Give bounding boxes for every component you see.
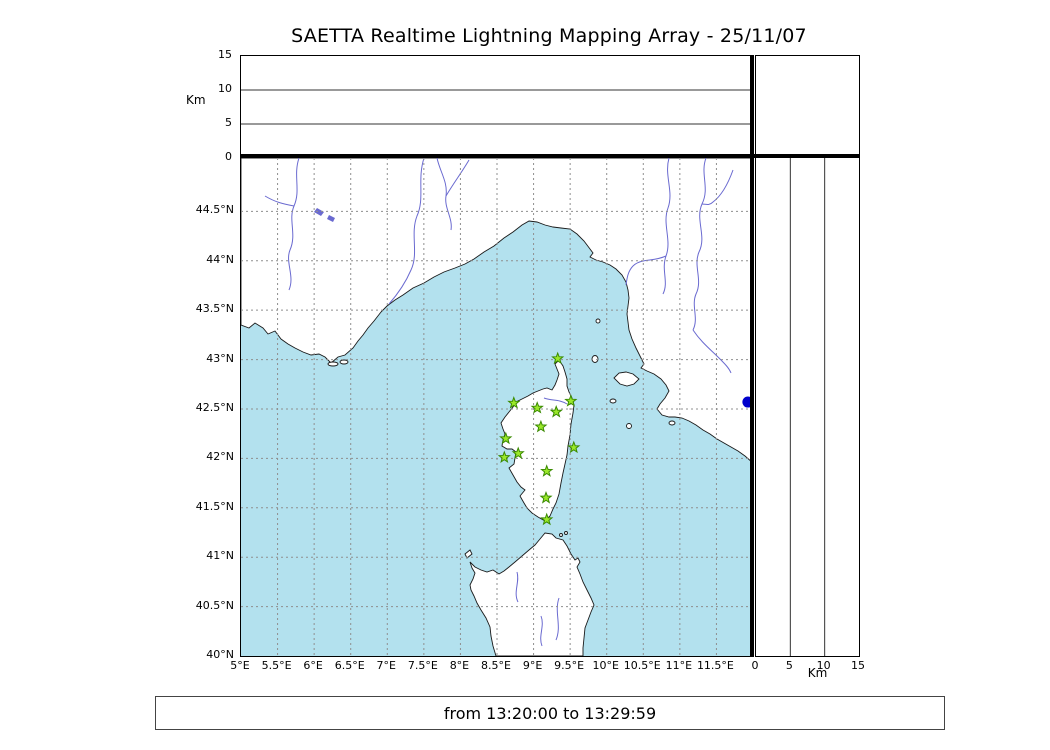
river-tiber-branch <box>701 169 734 205</box>
longitude-tick-label: 9°E <box>522 659 543 672</box>
altitude-gridlines <box>241 89 753 125</box>
pianosa-island <box>609 398 617 404</box>
altitude-tick-label: 0 <box>225 150 232 163</box>
river-tiber <box>692 158 707 331</box>
km-tick-label: 5 <box>785 659 793 672</box>
longitude-tick-label: 6°E <box>303 659 323 672</box>
longitude-tick-label: 9.5°E <box>554 659 585 672</box>
station-star-marker <box>549 404 563 418</box>
station-star-marker <box>507 396 521 409</box>
km-tick-label: 10 <box>816 659 831 672</box>
river-arno <box>625 255 667 286</box>
maddalena-island-1 <box>559 533 563 537</box>
corsica-island <box>500 359 575 522</box>
station-star-marker <box>497 450 511 463</box>
altitude-latitude-plot <box>789 158 826 656</box>
river-var <box>388 158 425 305</box>
altitude-histogram-panel <box>755 55 860 159</box>
river-serchio <box>662 158 671 295</box>
altitude-right-gridlines <box>789 158 826 656</box>
station-star-marker <box>540 464 554 477</box>
station-star-marker <box>564 394 578 407</box>
station-star-marker <box>511 446 525 460</box>
elba-island <box>613 371 640 387</box>
station-star-marker <box>539 490 553 504</box>
alpine-lake-1 <box>314 208 324 216</box>
altitude-tick-label: 15 <box>218 48 232 61</box>
latitude-tick-label: 43.5°N <box>195 302 234 316</box>
longitude-tick-label: 6.5°E <box>334 659 365 672</box>
altitude-tick-label: 5 <box>225 116 232 129</box>
longitude-tick-label: 10.5°E <box>623 659 661 672</box>
page-title: SAETTA Realtime Lightning Mapping Array … <box>291 25 807 47</box>
station-star-marker <box>567 440 581 454</box>
frame-divider-horizontal <box>240 154 859 158</box>
longitude-tick-label: 11.5°E <box>696 659 734 672</box>
altitude-tick-label: 10 <box>218 82 232 95</box>
latitude-tick-label: 40°N <box>206 648 234 661</box>
longitude-tick-label: 10°E <box>592 659 619 672</box>
river-durance <box>288 158 300 291</box>
station-star-marker <box>499 431 513 445</box>
river-durance-branch <box>264 195 295 207</box>
frame-divider-vertical <box>750 55 754 656</box>
river-tiber-lower <box>692 329 732 374</box>
river-tirso <box>540 615 543 647</box>
altitude-longitude-plot <box>241 89 753 125</box>
latitude-tick-label: 43°N <box>206 351 234 365</box>
hyeres-island-1 <box>327 361 339 367</box>
station-star-marker <box>551 351 565 365</box>
capraia-island <box>591 355 599 363</box>
latitude-tick-label: 41°N <box>206 549 234 563</box>
longitude-tick-label: 8.5°E <box>481 659 511 672</box>
km-tick-label: 0 <box>751 659 759 672</box>
station-star-marker <box>540 512 554 526</box>
river-tanaro-branch <box>445 159 470 197</box>
rivers-group <box>264 158 734 647</box>
alpine-lake-2 <box>327 215 335 222</box>
hyeres-island-2 <box>339 359 349 365</box>
map-panel <box>240 157 754 657</box>
latitude-tick-label: 42.5°N <box>195 400 234 414</box>
altitude-vs-latitude-panel <box>755 157 860 657</box>
giglio-island <box>668 420 676 426</box>
asinara-island <box>464 549 473 559</box>
river-coghinas <box>515 571 519 603</box>
longitude-tick-label: 8°E <box>449 659 470 672</box>
montecristo-island <box>626 423 632 429</box>
latitude-tick-label: 40.5°N <box>195 598 234 612</box>
altitude-vs-longitude-panel <box>240 55 754 159</box>
river-cedrino <box>555 597 560 641</box>
longitude-tick-label: 11°E <box>665 659 693 672</box>
station-star-marker <box>534 419 548 433</box>
time-range-text: from 13:20:00 to 13:29:59 <box>443 703 657 723</box>
longitude-tick-label: 5.5°E <box>261 659 292 672</box>
station-markers-group <box>497 351 753 526</box>
altitude-axis-title: Km <box>186 93 206 107</box>
sardinia-island <box>469 532 595 656</box>
latitude-tick-label: 42°N <box>206 450 234 464</box>
time-range-box: from 13:20:00 to 13:29:59 <box>155 696 945 730</box>
latitude-tick-label: 44.5°N <box>195 203 234 217</box>
longitude-tick-label: 7°E <box>376 659 396 672</box>
altitude-right-axis-title: Km <box>807 666 828 680</box>
mainland-coastline <box>241 158 753 464</box>
station-star-marker <box>530 401 544 414</box>
map-plot <box>241 158 753 656</box>
gorgona-island <box>595 318 601 324</box>
river-golo <box>543 397 568 405</box>
longitude-tick-label: 7.5°E <box>407 659 438 672</box>
maddalena-island-2 <box>564 531 568 535</box>
map-gridlines <box>241 158 753 656</box>
latitude-tick-label: 41.5°N <box>195 499 234 513</box>
longitude-tick-label: 5°E <box>230 659 250 672</box>
latitude-tick-label: 44°N <box>206 252 234 266</box>
land-group <box>241 158 753 656</box>
km-tick-label: 15 <box>851 659 865 672</box>
